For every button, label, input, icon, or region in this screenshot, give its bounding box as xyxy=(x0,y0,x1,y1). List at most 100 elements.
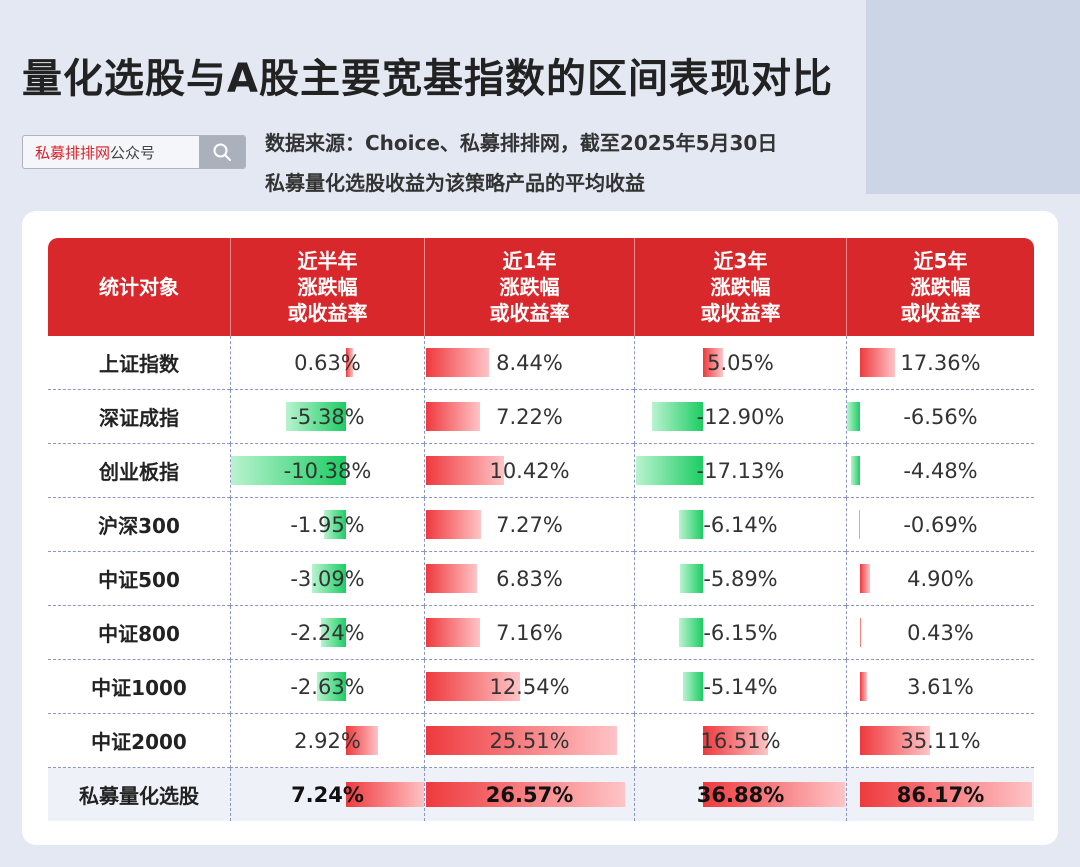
column-header-4: 近5年 涨跌幅 或收益率 xyxy=(846,238,1034,336)
value-cell: -5.38% xyxy=(230,390,424,444)
value-bar xyxy=(635,456,703,485)
value-label: 3.61% xyxy=(907,674,974,699)
value-label: -6.14% xyxy=(703,512,778,537)
page-title: 量化选股与A股主要宽基指数的区间表现对比 xyxy=(22,56,833,102)
value-cell: 12.54% xyxy=(424,660,634,714)
value-label: 6.83% xyxy=(496,566,563,591)
background-panel xyxy=(866,0,1080,194)
value-cell: -10.38% xyxy=(230,444,424,498)
value-cell: 10.42% xyxy=(424,444,634,498)
value-cell: -6.56% xyxy=(846,390,1034,444)
value-cell: -6.14% xyxy=(634,498,846,552)
table-row: 中证1000 -2.63% 12.54% -5.14% 3.61% xyxy=(48,660,1034,714)
value-cell: 4.90% xyxy=(846,552,1034,606)
value-cell: -2.63% xyxy=(230,660,424,714)
table-header-row: 统计对象 近半年 涨跌幅 或收益率 近1年 涨跌幅 或收益率 近3年 涨跌幅 或收益率 近5年 涨跌幅… xyxy=(48,238,1034,336)
value-cell: 7.16% xyxy=(424,606,634,660)
value-label: -2.63% xyxy=(290,674,365,699)
value-label: 8.44% xyxy=(496,350,563,375)
value-label: -5.14% xyxy=(703,674,778,699)
value-label: 36.88% xyxy=(696,782,785,807)
value-bar xyxy=(851,456,860,485)
table-row: 中证800 -2.24% 7.16% -6.15% 0.43% xyxy=(48,606,1034,660)
value-cell: -3.09% xyxy=(230,552,424,606)
row-label: 深证成指 xyxy=(48,390,230,444)
source-line-1: 数据来源：Choice、私募排排网，截至2025年5月30日 xyxy=(265,131,778,155)
column-header-3: 近3年 涨跌幅 或收益率 xyxy=(634,238,846,336)
row-label: 私募量化选股 xyxy=(48,768,230,821)
value-bar xyxy=(426,672,521,701)
value-label: -4.48% xyxy=(903,458,978,483)
value-cell: -6.15% xyxy=(634,606,846,660)
value-bar xyxy=(678,618,703,647)
value-cell: 0.43% xyxy=(846,606,1034,660)
value-bar xyxy=(860,726,931,755)
value-cell: 86.17% xyxy=(846,768,1034,821)
row-label: 中证2000 xyxy=(48,714,230,768)
value-cell: -1.95% xyxy=(230,498,424,552)
table-body: 上证指数 0.63% 8.44% 5.05% 17.36% 深证成指 -5.38% 7.22%… xyxy=(48,336,1034,821)
value-bar xyxy=(346,782,427,807)
search-suffix: 公众号 xyxy=(110,143,156,162)
column-header-2: 近1年 涨跌幅 或收益率 xyxy=(424,238,634,336)
value-cell: 5.05% xyxy=(634,336,846,390)
value-label: -2.24% xyxy=(290,620,365,645)
value-cell: -5.14% xyxy=(634,660,846,714)
search-button[interactable] xyxy=(199,136,245,168)
value-bar xyxy=(286,402,346,431)
value-label: 2.92% xyxy=(294,728,361,753)
table-row: 深证成指 -5.38% 7.22% -12.90% -6.56% xyxy=(48,390,1034,444)
search-icon xyxy=(213,143,231,161)
value-cell: 8.44% xyxy=(424,336,634,390)
value-label: -0.69% xyxy=(903,512,978,537)
value-bar xyxy=(860,348,895,377)
table-row: 中证500 -3.09% 6.83% -5.89% 4.90% xyxy=(48,552,1034,606)
value-label: 10.42% xyxy=(489,458,570,483)
table-row: 创业板指 -10.38% 10.42% -17.13% -4.48% xyxy=(48,444,1034,498)
value-label: -10.38% xyxy=(283,458,372,483)
value-label: -3.09% xyxy=(290,566,365,591)
column-header-1: 近半年 涨跌幅 或收益率 xyxy=(230,238,424,336)
value-label: 0.43% xyxy=(907,620,974,645)
value-bar xyxy=(316,672,346,701)
value-bar xyxy=(860,672,868,701)
source-note: 数据来源：Choice、私募排排网，截至2025年5月30日 私募量化选股收益为… xyxy=(265,123,777,203)
value-label: 26.57% xyxy=(485,782,574,807)
table-row: 中证2000 2.92% 25.51% 16.51% 35.11% xyxy=(48,714,1034,768)
value-bar xyxy=(426,782,626,807)
value-cell: -0.69% xyxy=(846,498,1034,552)
value-bar xyxy=(678,510,703,539)
value-label: 35.11% xyxy=(900,728,981,753)
value-label: 7.27% xyxy=(496,512,563,537)
value-label: 4.90% xyxy=(907,566,974,591)
value-label: -5.89% xyxy=(703,566,778,591)
table-row: 私募量化选股 7.24% 26.57% 36.88% 86.17% xyxy=(48,768,1034,821)
value-cell: 6.83% xyxy=(424,552,634,606)
value-label: -5.38% xyxy=(290,404,365,429)
value-label: 7.22% xyxy=(496,404,563,429)
search-brand: 私募排排网 xyxy=(35,143,111,162)
value-bar xyxy=(426,726,618,755)
value-bar xyxy=(426,456,505,485)
value-cell: -17.13% xyxy=(634,444,846,498)
value-cell: 7.27% xyxy=(424,498,634,552)
value-bar xyxy=(860,782,1033,807)
row-label: 创业板指 xyxy=(48,444,230,498)
value-bar xyxy=(426,564,478,593)
value-bar xyxy=(860,564,870,593)
column-header-0: 统计对象 xyxy=(48,238,230,336)
value-bar xyxy=(426,510,481,539)
search-box[interactable]: 私募排排网 公众号 xyxy=(22,135,246,169)
value-label: 86.17% xyxy=(896,782,985,807)
value-bar xyxy=(703,782,845,807)
value-label: 7.16% xyxy=(496,620,563,645)
value-cell: 35.11% xyxy=(846,714,1034,768)
value-cell: 7.24% xyxy=(230,768,427,821)
row-label: 沪深300 xyxy=(48,498,230,552)
value-bar xyxy=(860,618,861,647)
value-cell: 36.88% xyxy=(634,768,846,821)
value-bar xyxy=(324,510,346,539)
row-label: 上证指数 xyxy=(48,336,230,390)
value-bar xyxy=(426,348,490,377)
value-bar xyxy=(346,348,353,377)
